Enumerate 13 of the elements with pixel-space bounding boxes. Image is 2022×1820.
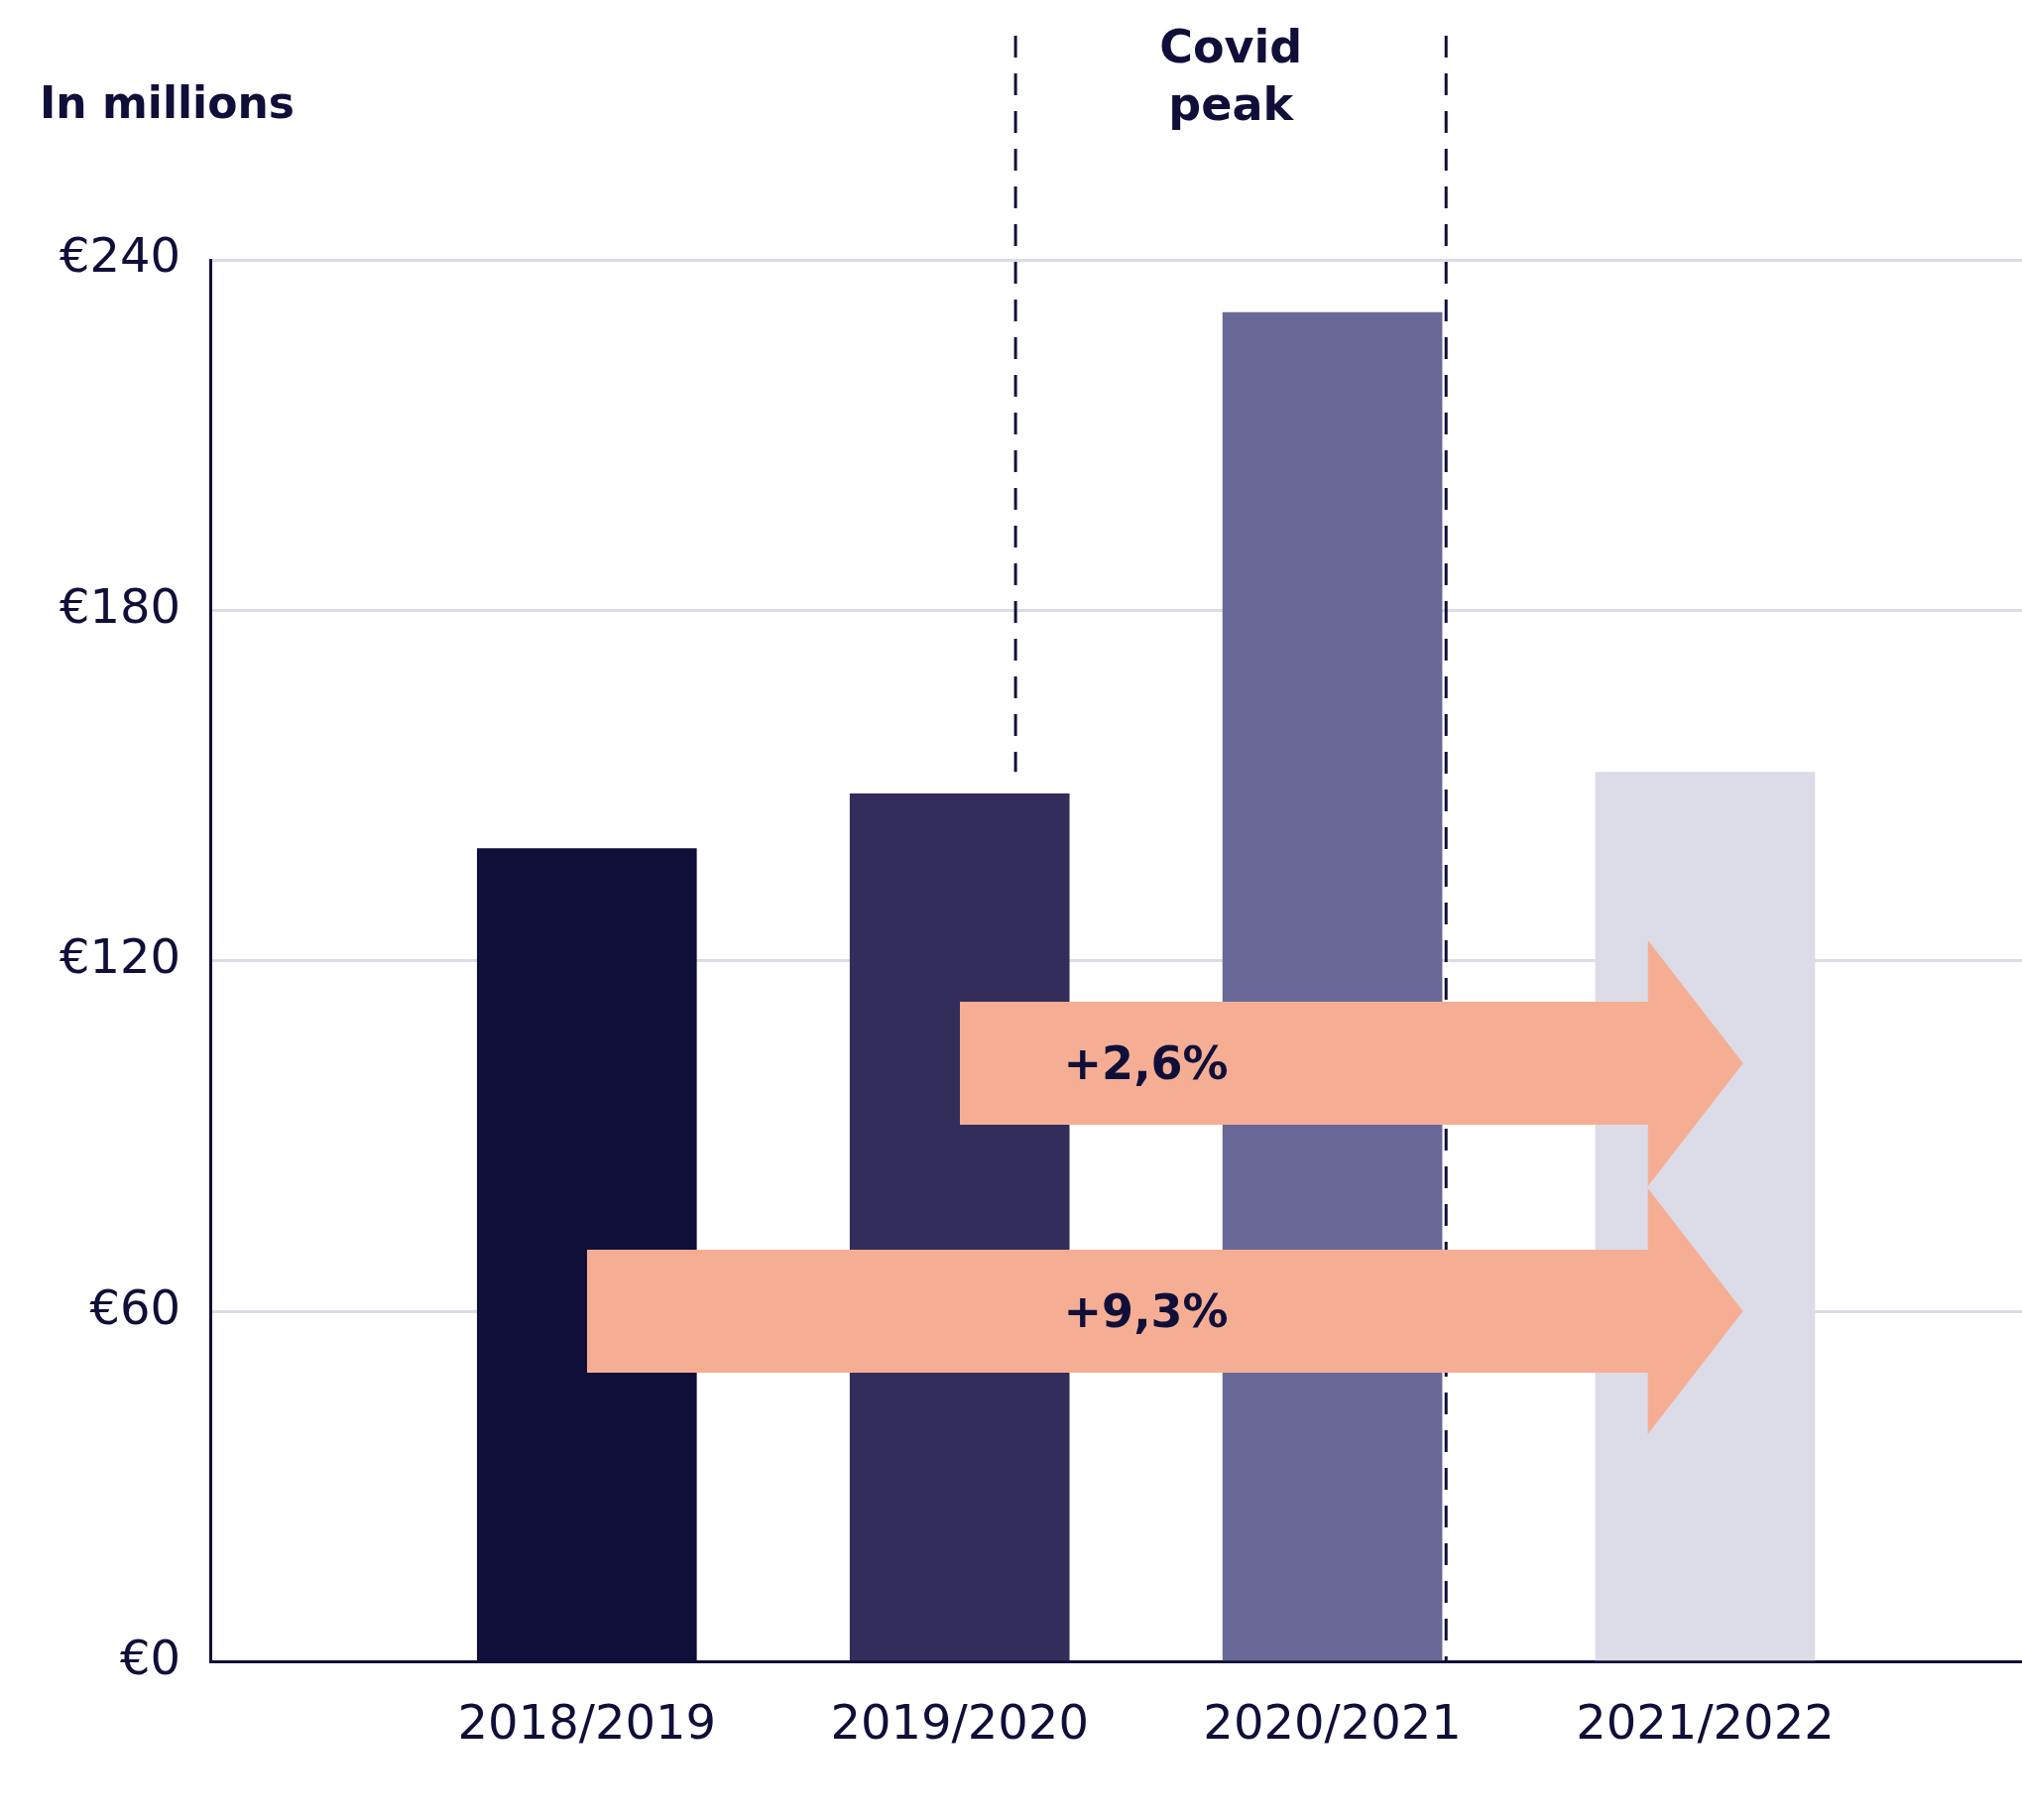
text: Covid peak — [1158, 19, 1304, 133]
x-tick-label: 2019/2020 — [830, 1693, 1089, 1750]
x-tick-label: 2021/2022 — [1576, 1693, 1835, 1750]
y-tick-label: €240 — [59, 227, 181, 284]
y-tick-label: €60 — [89, 1278, 181, 1335]
y-axis-title: In millions — [40, 77, 295, 129]
y-tick-label: €180 — [59, 577, 181, 634]
x-tick-label: 2020/2021 — [1203, 1693, 1462, 1750]
y-tick-label: €120 — [59, 928, 181, 985]
annotation: +2,6% — [1063, 1035, 1229, 1090]
x-tick-label: 2018/2019 — [457, 1693, 717, 1750]
annotation: +9,3% — [1063, 1284, 1229, 1339]
y-tick-label: €0 — [120, 1629, 181, 1685]
